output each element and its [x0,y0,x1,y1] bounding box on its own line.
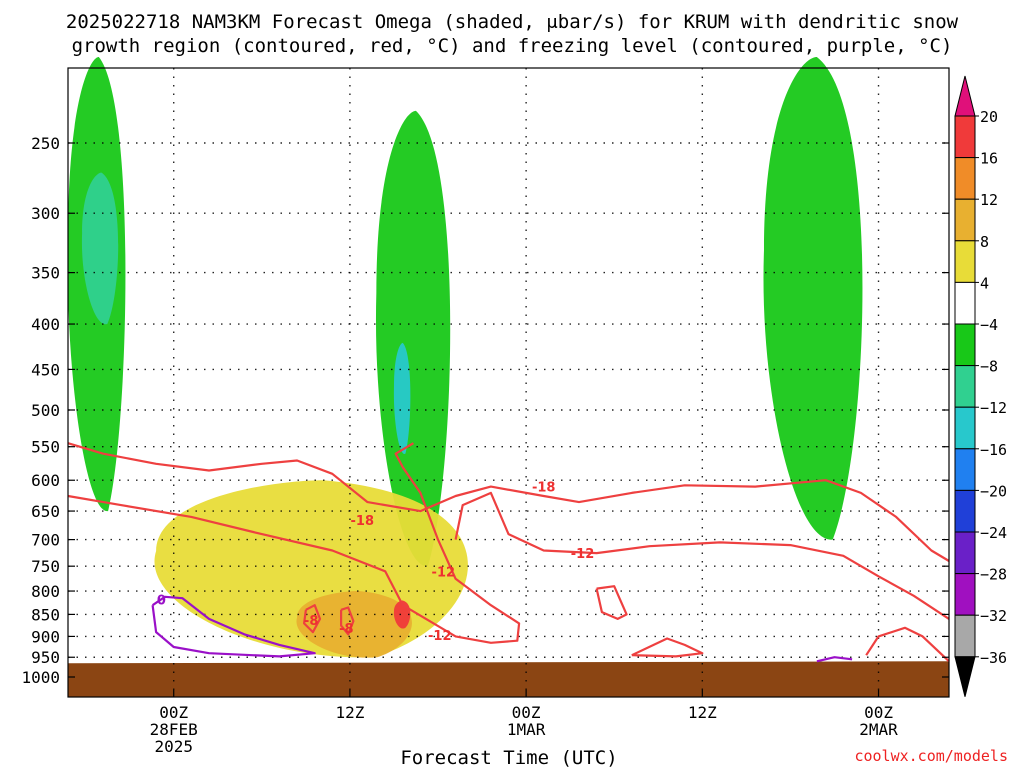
colorbar-swatch-12 [954,573,976,616]
omega-region-3 [393,342,411,454]
y-tick-label-800: 800 [31,582,60,601]
x-tick-label-29-1: 1MAR [507,720,546,739]
contour-label-7: 0 [157,594,166,609]
y-tick-label-350: 350 [31,264,60,283]
x-tick-label-39-0: 12Z [688,703,717,722]
omega-region-2 [375,110,451,567]
contour-line-9 [816,656,853,663]
colorbar-label-13: −36 [980,649,1007,667]
contour-label-2: -12 [432,565,456,580]
terrain-fill [68,661,949,697]
y-tick-label-1000: 1000 [21,668,60,687]
colorbar-label-12: −32 [980,607,1007,625]
colorbar-cap-bottom [954,656,976,697]
x-tick-label-9-2: 2025 [154,737,193,756]
y-tick-label-850: 850 [31,605,60,624]
y-tick-label-500: 500 [31,401,60,420]
x-tick-label-49-0: 00Z [864,703,893,722]
colorbar-label-10: −24 [980,524,1007,542]
contour-label-4: -12 [428,629,452,644]
contours [67,442,950,663]
x-tick-label-49-1: 2MAR [859,720,898,739]
y-tick-label-650: 650 [31,502,60,521]
contour-line-8 [151,595,316,658]
terrain [68,661,949,697]
colorbar-label-2: 12 [980,191,998,209]
omega-shading [67,57,863,658]
x-tick-label-29-0: 00Z [512,703,541,722]
contour-label-0: -18 [351,514,375,529]
contour-line-6 [631,637,704,658]
contour-label-5: -8 [304,614,318,629]
contour-label-1: -18 [532,481,556,496]
colorbar-swatch-6 [954,323,976,367]
contour-line-1 [67,442,521,644]
contour-line-3 [595,585,628,620]
colorbar-label-1: 16 [980,150,998,168]
colorbar-swatch-4 [954,240,976,283]
x-tick-label-9-1: 28FEB [150,720,198,739]
colorbar-label-8: −16 [980,441,1007,459]
colorbar-label-5: −4 [980,316,998,334]
y-tick-label-250: 250 [31,134,60,153]
colorbar-label-9: −20 [980,482,1007,500]
credit-text: coolwx.com/models [854,747,1008,765]
y-tick-label-400: 400 [31,315,60,334]
omega-region-4 [763,57,863,540]
y-tick-label-600: 600 [31,471,60,490]
y-tick-label-900: 900 [31,627,60,646]
colorbar-label-7: −12 [980,399,1007,417]
colorbar-swatch-3 [954,198,976,242]
y-axis: 250 300 350 400 450 500 550 600 650 700 750 800 850 9… [21,134,949,687]
grid [68,68,949,697]
colorbar-label-11: −28 [980,566,1007,584]
colorbar-swatch-7 [954,365,976,408]
contour-line-7 [865,626,950,663]
contour-line-5 [340,606,355,636]
colorbar-swatch-1 [954,115,976,159]
y-tick-label-550: 550 [31,438,60,457]
colorbar-swatch-13 [954,614,976,658]
y-tick-label-300: 300 [31,204,60,223]
colorbar-swatch-11 [954,531,976,575]
colorbar: 20 16 12 8 4 −4 −8 −12 −16 −20 −24 −28 −32 −36 [954,75,1007,697]
colorbar-label-6: −8 [980,358,998,376]
y-tick-label-700: 700 [31,531,60,550]
contour-line-2 [454,491,950,620]
plot-frame [67,67,950,698]
colorbar-swatch-5 [954,281,976,325]
omega-region-1 [81,172,119,325]
x-axis-label: Forecast Time (UTC) [400,747,617,768]
y-tick-label-750: 750 [31,557,60,576]
contour-line-0 [67,442,950,562]
y-tick-label-950: 950 [31,648,60,667]
colorbar-swatch-9 [954,448,976,491]
x-tick-label-9-0: 00Z [159,703,188,722]
contour-label-3: -12 [571,547,595,562]
contour-labels: -18 -18 -12 -12 -12 -8 -8 0 [157,481,594,645]
chart-title-line2: growth region (contoured, red, °C) and f… [72,35,953,57]
colorbar-swatch-10 [954,489,976,533]
x-tick-label-19-0: 12Z [335,703,364,722]
omega-region-6 [296,591,412,658]
colorbar-label-0: 20 [980,108,998,126]
contour-label-6: -8 [339,622,353,637]
colorbar-label-3: 8 [980,233,989,251]
colorbar-swatch-8 [954,406,976,450]
chart-title-line1: 2025022718 NAM3KM Forecast Omega (shaded… [66,11,959,33]
contour-line-4 [303,604,322,634]
colorbar-label-4: 4 [980,274,989,292]
y-tick-label-450: 450 [31,360,60,379]
colorbar-swatch-2 [954,157,976,200]
plot-area: -18 -18 -12 -12 -12 -8 -8 0 [67,57,950,698]
colorbar-cap-top [954,75,976,117]
